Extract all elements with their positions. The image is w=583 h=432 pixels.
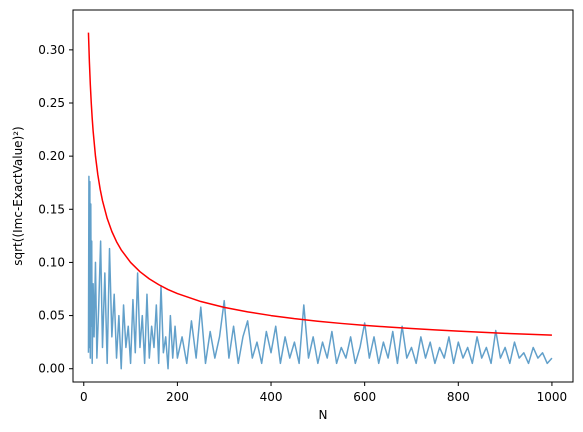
y-tick-label: 0.05 <box>38 309 65 323</box>
y-tick-label: 0.10 <box>38 255 65 269</box>
y-tick-label: 0.25 <box>38 96 65 110</box>
y-axis-label: sqrt((Imc-ExactValue)²) <box>11 126 25 266</box>
series-line-error <box>87 175 553 370</box>
x-tick-label: 0 <box>80 390 88 404</box>
x-axis-label: N <box>319 408 328 422</box>
x-axis-ticks: 0 200 400 600 800 1000 <box>80 382 567 404</box>
series-layer <box>87 32 553 370</box>
x-tick-label: 1000 <box>537 390 568 404</box>
series-line-bound <box>87 32 552 336</box>
x-tick-label: 800 <box>447 390 470 404</box>
x-tick-label: 600 <box>353 390 376 404</box>
y-axis-ticks: 0.00 0.05 0.10 0.15 0.20 0.25 0.30 <box>38 43 73 376</box>
x-tick-label: 200 <box>166 390 189 404</box>
x-tick-label: 400 <box>260 390 283 404</box>
plot-frame <box>72 9 574 383</box>
y-tick-label: 0.15 <box>38 202 65 216</box>
y-tick-label: 0.00 <box>38 362 65 376</box>
y-tick-label: 0.30 <box>38 43 65 57</box>
y-tick-label: 0.20 <box>38 149 65 163</box>
